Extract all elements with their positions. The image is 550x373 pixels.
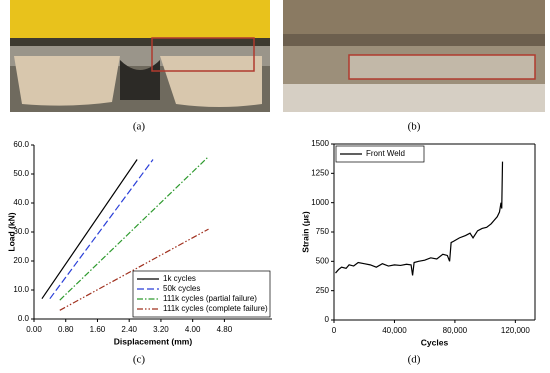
y-tick-label: 1250 bbox=[311, 168, 329, 177]
y-tick-label: 60.0 bbox=[13, 140, 29, 149]
y-tick-label: 40.0 bbox=[13, 198, 29, 207]
x-tick-label: 4.80 bbox=[217, 325, 233, 334]
data-line bbox=[41, 159, 138, 300]
caption: (d) bbox=[408, 354, 421, 366]
y-tick-label: 50.0 bbox=[13, 169, 29, 178]
x-tick-label: 3.20 bbox=[153, 325, 169, 334]
x-tick-label: 0.00 bbox=[26, 325, 42, 334]
legend-label: 111k cycles (partial failure) bbox=[163, 294, 257, 303]
legend-label: 1k cycles bbox=[163, 274, 196, 283]
y-tick-label: 30.0 bbox=[13, 227, 29, 236]
y-tick-label: 1000 bbox=[311, 198, 329, 207]
x-tick-label: 0.80 bbox=[58, 325, 74, 334]
legend-label: 50k cycles bbox=[163, 284, 200, 293]
x-tick-label: 120,000 bbox=[501, 326, 530, 335]
photo-a bbox=[10, 0, 270, 112]
y-tick-label: 20.0 bbox=[13, 256, 29, 265]
y-tick-label: 250 bbox=[316, 286, 330, 295]
x-tick-label: 2.40 bbox=[121, 325, 137, 334]
y-tick-label: 0.0 bbox=[18, 314, 30, 323]
legend-label: 111k cycles (complete failure) bbox=[163, 304, 268, 313]
y-axis-title: Strain (με) bbox=[300, 211, 310, 253]
y-tick-label: 500 bbox=[316, 256, 330, 265]
legend bbox=[335, 145, 425, 163]
data-line bbox=[49, 159, 154, 300]
caption: (c) bbox=[133, 354, 146, 366]
data-line bbox=[335, 161, 504, 276]
x-tick-label: 4.00 bbox=[185, 325, 201, 334]
y-tick-label: 10.0 bbox=[13, 285, 29, 294]
legend-label: Front Weld bbox=[366, 149, 405, 158]
caption: (b) bbox=[408, 121, 421, 133]
x-axis-title: Displacement (mm) bbox=[114, 336, 193, 346]
x-tick-label: 0 bbox=[332, 326, 337, 335]
x-axis-title: Cycles bbox=[421, 337, 449, 347]
caption: (a) bbox=[133, 121, 146, 133]
y-axis-title: Load (kN) bbox=[6, 212, 16, 251]
x-tick-label: 80,000 bbox=[443, 326, 468, 335]
y-tick-label: 750 bbox=[316, 227, 330, 236]
y-tick-label: 1500 bbox=[311, 139, 329, 148]
x-tick-label: 40,000 bbox=[382, 326, 407, 335]
y-tick-label: 0 bbox=[325, 315, 330, 324]
photo-b bbox=[283, 0, 545, 112]
x-tick-label: 1.60 bbox=[90, 325, 106, 334]
